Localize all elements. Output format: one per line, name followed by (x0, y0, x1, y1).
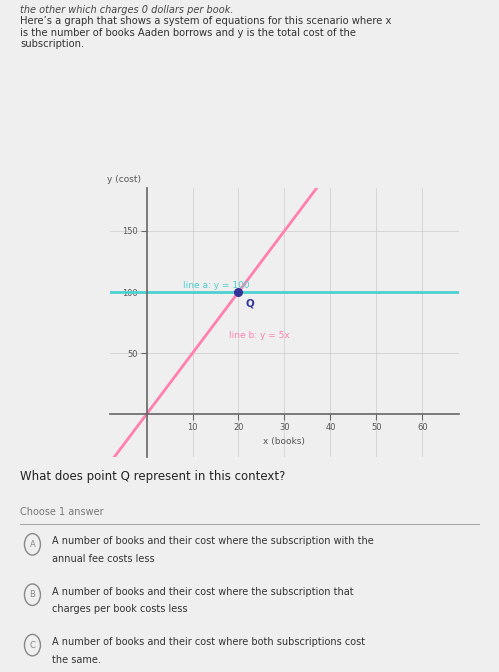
Text: charges per book costs less: charges per book costs less (52, 604, 188, 614)
Text: Here’s a graph that shows a system of equations for this scenario where x: Here’s a graph that shows a system of eq… (20, 16, 391, 26)
Text: line b: y = 5x: line b: y = 5x (229, 331, 290, 341)
Text: the same.: the same. (52, 655, 101, 665)
Text: C: C (29, 640, 35, 650)
Text: is the number of books Aaden borrows and y is the total cost of the: is the number of books Aaden borrows and… (20, 28, 356, 38)
X-axis label: x (books): x (books) (263, 437, 305, 446)
Text: A number of books and their cost where the subscription with the: A number of books and their cost where t… (52, 536, 374, 546)
Text: A: A (29, 540, 35, 549)
Text: Q: Q (246, 298, 254, 308)
Text: What does point Q represent in this context?: What does point Q represent in this cont… (20, 470, 285, 483)
Text: subscription.: subscription. (20, 39, 84, 49)
Text: y (cost): y (cost) (107, 175, 141, 183)
Text: line a: y = 100: line a: y = 100 (183, 282, 250, 290)
Text: Choose 1 answer: Choose 1 answer (20, 507, 104, 517)
Text: B: B (29, 590, 35, 599)
Text: the other which charges 0 dollars per book.: the other which charges 0 dollars per bo… (20, 5, 234, 15)
Text: A number of books and their cost where the subscription that: A number of books and their cost where t… (52, 587, 354, 597)
Text: annual fee costs less: annual fee costs less (52, 554, 155, 564)
Text: A number of books and their cost where both subscriptions cost: A number of books and their cost where b… (52, 637, 366, 647)
